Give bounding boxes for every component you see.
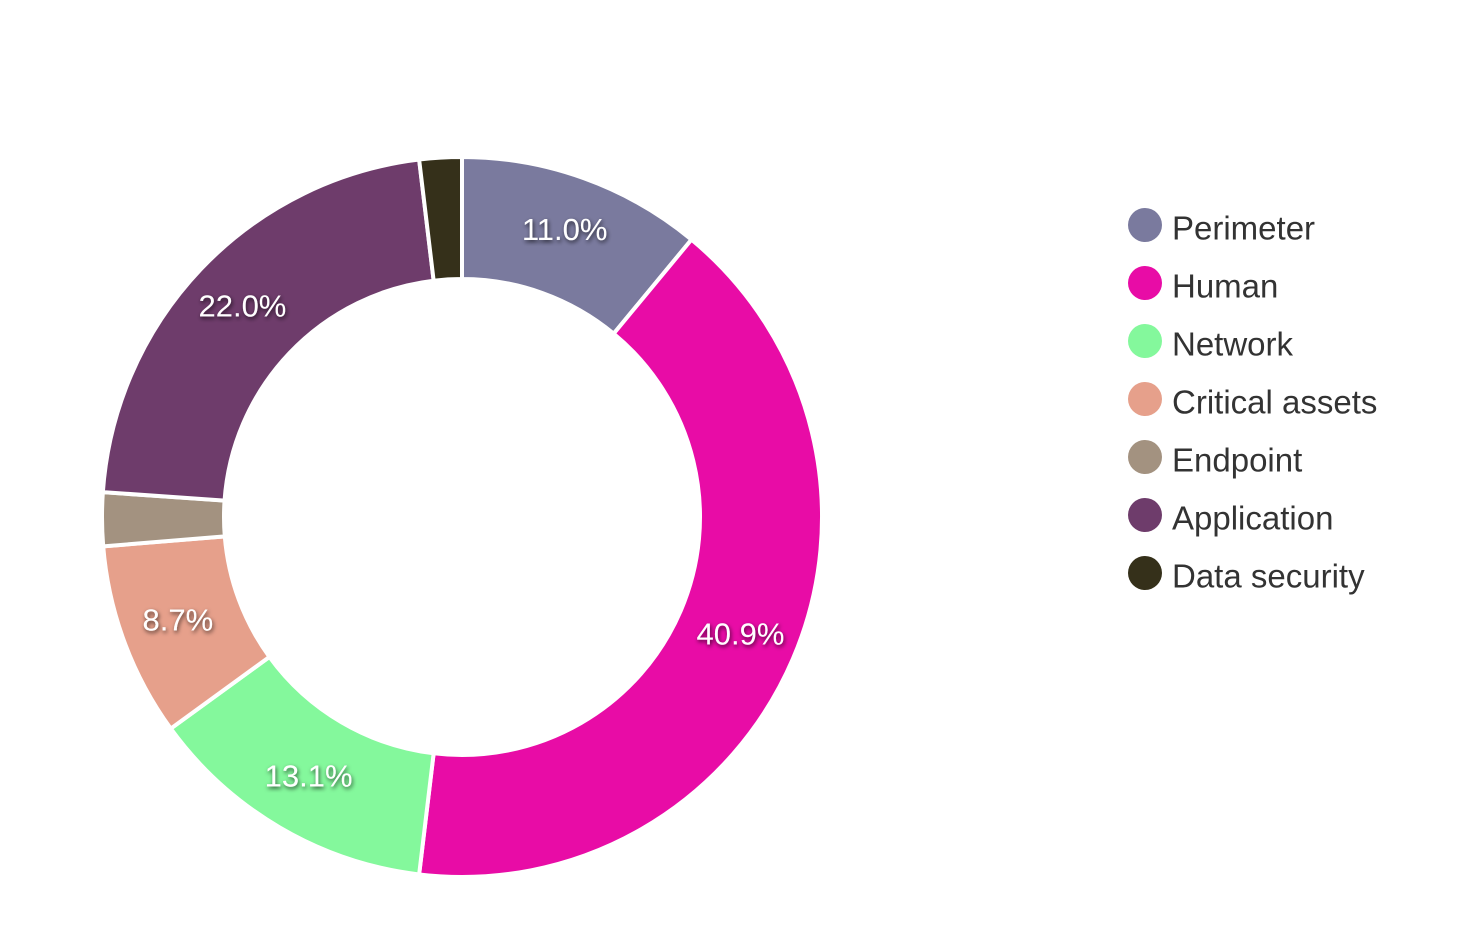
value-label: 40.9%: [697, 617, 785, 652]
value-label: 8.7%: [143, 603, 214, 638]
legend-swatch: [1128, 440, 1162, 474]
donut-slice: [416, 236, 824, 879]
legend-swatch: [1128, 266, 1162, 300]
legend-label: Data security: [1172, 558, 1365, 595]
legend-label: Human: [1172, 268, 1278, 305]
legend-label: Network: [1172, 326, 1294, 363]
donut-slice: [416, 154, 464, 283]
legend-label: Application: [1172, 500, 1333, 537]
value-label: 13.1%: [265, 758, 353, 793]
value-label: 11.0%: [522, 212, 608, 247]
legend-label: Endpoint: [1172, 442, 1302, 479]
legend-swatch: [1128, 208, 1162, 242]
legend-label: Perimeter: [1172, 210, 1315, 247]
value-label: 22.0%: [198, 288, 286, 323]
legend-swatch: [1128, 498, 1162, 532]
donut-slice: [100, 157, 436, 503]
legend-swatch: [1128, 556, 1162, 590]
legend-swatch: [1128, 324, 1162, 358]
legend-swatch: [1128, 382, 1162, 416]
legend-label: Critical assets: [1172, 384, 1377, 421]
